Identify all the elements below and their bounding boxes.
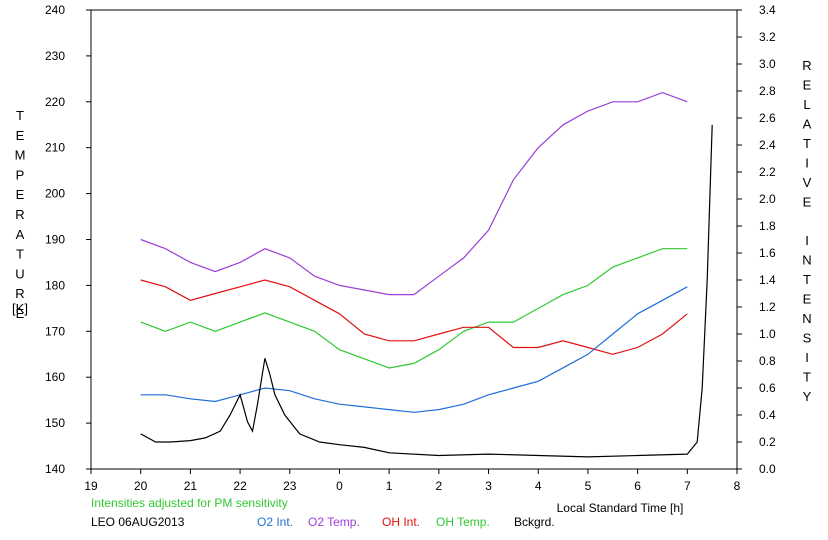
y-right-tick-label: 3.2	[759, 30, 776, 44]
x-tick-label: 23	[283, 479, 297, 493]
x-tick-label: 7	[684, 479, 691, 493]
y-right-title-letter: N	[802, 253, 811, 268]
y-left-title-letter: M	[15, 148, 26, 163]
y-right-tick-label: 2.8	[759, 84, 776, 98]
y-left-tick-label: 170	[45, 324, 65, 338]
x-tick-label: 0	[336, 479, 343, 493]
x-tick-label: 20	[134, 479, 148, 493]
y-right-tick-label: 2.4	[759, 138, 776, 152]
x-tick-label: 1	[386, 479, 393, 493]
plot-frame	[90, 9, 738, 470]
legend-entry: Bckgrd.	[514, 515, 555, 529]
y-right-tick-label: 1.6	[759, 246, 776, 260]
x-tick-label: 3	[485, 479, 492, 493]
y-left-tick-label: 180	[45, 278, 65, 292]
y-right-title-letter: N	[802, 311, 811, 326]
y-right-title-letter: T	[803, 136, 811, 151]
x-tick-label: 22	[233, 479, 247, 493]
series-line-oh-int	[140, 279, 688, 355]
y-right-tick-label: 2.0	[759, 192, 776, 206]
y-axis-left: 140 150 160 170 180 190 200 210 220 230 240	[45, 3, 91, 476]
y-left-title-letter: E	[16, 187, 25, 202]
y-right-tick-label: 2.2	[759, 165, 776, 179]
x-tick-label: 21	[184, 479, 198, 493]
y-right-title-letter: I	[805, 350, 809, 365]
y-right-title-letter: I	[805, 233, 809, 248]
y-left-tick-label: 150	[45, 416, 65, 430]
legend: O2 Int. O2 Temp. OH Int. OH Temp. Bckgrd.	[257, 515, 555, 529]
caption: LEO 06AUG2013	[91, 515, 185, 529]
y-right-tick-label: 3.4	[759, 3, 776, 17]
legend-entry: OH Int.	[382, 515, 420, 529]
y-right-tick-label: 1.2	[759, 300, 776, 314]
y-left-tick-label: 200	[45, 187, 65, 201]
y-right-title-letter: T	[803, 370, 811, 385]
y-right-title-letter: I	[805, 156, 809, 171]
y-left-tick-label: 220	[45, 95, 65, 109]
y-axis-left-unit: [K]	[12, 301, 28, 316]
y-right-tick-label: 1.0	[759, 327, 776, 341]
y-right-tick-label: 0.4	[759, 408, 776, 422]
y-left-title-letter: T	[16, 247, 24, 262]
series-line-bckgrd	[140, 124, 713, 458]
y-left-tick-label: 140	[45, 462, 65, 476]
x-axis-title: Local Standard Time [h]	[557, 501, 684, 515]
x-axis: 19 20 21 22 23 0 1 2 3 4 5 6 7 8	[84, 469, 741, 493]
y-right-title-letter: E	[803, 292, 812, 307]
y-right-title-letter: R	[802, 58, 811, 73]
sensitivity-note: Intensities adjusted for PM sensitivity	[91, 496, 288, 510]
y-right-title-letter: S	[803, 331, 812, 346]
x-tick-label: 19	[84, 479, 98, 493]
y-left-title-letter: P	[16, 167, 25, 182]
y-left-title-letter: T	[16, 108, 24, 123]
y-left-title-letter: U	[15, 266, 24, 281]
series-line-oh-temp	[140, 248, 688, 369]
x-tick-label: 4	[535, 479, 542, 493]
legend-entry: OH Temp.	[436, 515, 490, 529]
y-right-tick-label: 2.6	[759, 111, 776, 125]
y-right-title-letter: A	[803, 117, 812, 132]
y-right-title-letter: Y	[803, 389, 812, 404]
y-right-title-letter: E	[803, 78, 812, 93]
series-layer	[140, 91, 713, 458]
y-left-title-letter: A	[16, 227, 25, 242]
y-right-tick-label: 1.4	[759, 273, 776, 287]
y-right-tick-label: 0.0	[759, 462, 776, 476]
x-tick-label: 2	[436, 479, 443, 493]
y-left-tick-label: 160	[45, 370, 65, 384]
y-left-title-letter: R	[15, 286, 24, 301]
y-right-tick-label: 0.2	[759, 435, 776, 449]
y-right-title-letter: T	[803, 272, 811, 287]
y-left-title-letter: R	[15, 207, 24, 222]
y-right-tick-label: 0.6	[759, 381, 776, 395]
x-tick-label: 6	[634, 479, 641, 493]
y-left-tick-label: 210	[45, 141, 65, 155]
y-left-tick-label: 230	[45, 49, 65, 63]
legend-entry: O2 Temp.	[308, 515, 360, 529]
legend-entry: O2 Int.	[257, 515, 293, 529]
y-right-tick-label: 0.8	[759, 354, 776, 368]
y-right-tick-label: 1.8	[759, 219, 776, 233]
y-right-title-letter: V	[803, 175, 812, 190]
series-line-o2-temp	[140, 91, 688, 296]
y-left-tick-label: 240	[45, 3, 65, 17]
y-axis-right: 0.0 0.2 0.4 0.6 0.8 1.0 1.2 1.4 1.6 1.8 2.0 2.2 2.4 2…	[737, 3, 776, 476]
y-left-tick-label: 190	[45, 233, 65, 247]
y-left-title-letter: E	[16, 128, 25, 143]
series-line-o2-int	[140, 286, 688, 413]
y-right-title-letter: L	[803, 97, 810, 112]
x-tick-label: 8	[734, 479, 741, 493]
y-left-title-letter: E	[16, 306, 25, 321]
x-tick-label: 5	[585, 479, 592, 493]
y-right-title-letter: E	[803, 195, 812, 210]
y-right-tick-label: 3.0	[759, 57, 776, 71]
